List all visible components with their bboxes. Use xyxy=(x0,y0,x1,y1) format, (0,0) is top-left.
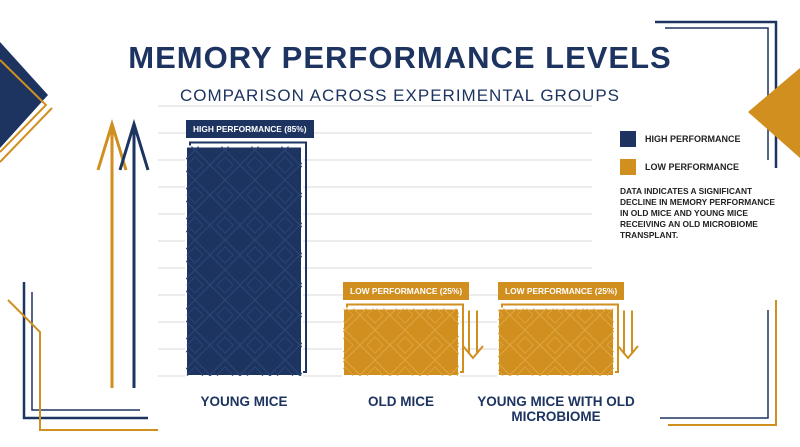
legend-label-high: HIGH PERFORMANCE xyxy=(645,134,741,144)
category-label: YOUNG MICE WITH OLD MICROBIOME xyxy=(477,394,635,424)
bar-value-label: LOW PERFORMANCE (25%) xyxy=(498,281,625,300)
category-label: YOUNG MICE xyxy=(200,394,288,409)
up-arrow-icon xyxy=(96,118,150,388)
legend-item-low: LOW PERFORMANCE xyxy=(620,158,741,176)
bar-pattern xyxy=(498,308,614,376)
chart-title: MEMORY PERFORMANCE LEVELS xyxy=(128,40,672,75)
bar-value-label: LOW PERFORMANCE (25%) xyxy=(343,281,470,300)
down-arrow-icon xyxy=(617,310,639,360)
corner-decoration-bottom-right xyxy=(660,300,777,426)
corner-decoration-top-left xyxy=(0,42,53,163)
legend: HIGH PERFORMANCE LOW PERFORMANCE xyxy=(620,130,741,186)
legend-swatch-low xyxy=(620,159,636,175)
legend-label-low: LOW PERFORMANCE xyxy=(645,162,739,172)
down-arrow-icon xyxy=(462,310,484,360)
bar-value-label: HIGH PERFORMANCE (85%) xyxy=(186,119,314,138)
bar-pattern xyxy=(343,308,459,376)
legend-swatch-high xyxy=(620,131,636,147)
bar-pattern xyxy=(186,146,302,376)
category-label: OLD MICE xyxy=(368,394,434,409)
chart-subtitle: COMPARISON ACROSS EXPERIMENTAL GROUPS xyxy=(179,86,621,105)
corner-decoration-bottom-left xyxy=(7,282,158,431)
down-arrow-head xyxy=(617,345,639,360)
down-arrow-head xyxy=(462,345,484,360)
corner-decoration-top-right xyxy=(655,20,800,168)
legend-item-high: HIGH PERFORMANCE xyxy=(620,130,741,148)
chart-annotation: DATA INDICATES A SIGNIFICANT DECLINE IN … xyxy=(620,186,775,240)
